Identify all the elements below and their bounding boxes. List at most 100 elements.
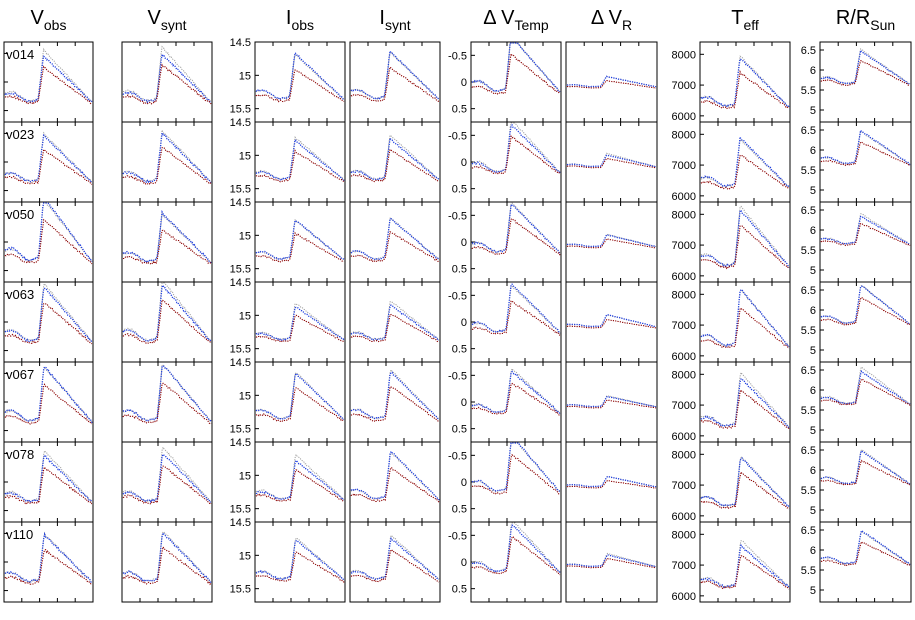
curve-observed bbox=[471, 370, 561, 415]
series-observed bbox=[4, 202, 93, 263]
curve-alternative bbox=[700, 455, 790, 507]
series-model bbox=[820, 222, 911, 247]
series-model bbox=[4, 218, 93, 265]
panel-frame bbox=[565, 441, 658, 523]
curve-observed bbox=[4, 134, 93, 183]
curve-observed bbox=[700, 543, 790, 588]
series-model bbox=[566, 399, 657, 409]
series-observed bbox=[820, 129, 911, 166]
series-observed bbox=[700, 457, 790, 508]
series-observed bbox=[700, 543, 790, 588]
panel-v014-dv_r bbox=[565, 41, 658, 123]
curve-observed bbox=[122, 364, 212, 422]
series-model bbox=[255, 231, 345, 263]
panel-v050-i_synt bbox=[349, 201, 441, 283]
series-model bbox=[350, 548, 440, 583]
series-model bbox=[255, 387, 345, 422]
y-tick-label: -0.5 bbox=[448, 210, 467, 222]
curve-model bbox=[471, 535, 561, 576]
series-model bbox=[122, 63, 212, 105]
panel-v014-i_synt bbox=[349, 41, 441, 123]
y-tick-label: 0 bbox=[461, 477, 467, 489]
curve-alternative bbox=[820, 529, 911, 565]
y-tick-label: 7000 bbox=[672, 560, 696, 572]
series-observed bbox=[255, 138, 345, 181]
series-model bbox=[700, 154, 790, 190]
curve-model bbox=[471, 134, 561, 175]
y-tick-label: 0 bbox=[461, 317, 467, 329]
series-observed bbox=[350, 218, 440, 261]
curve-alternative bbox=[255, 136, 345, 181]
y-tick-label: 5 bbox=[810, 505, 816, 517]
series-model bbox=[472, 453, 561, 496]
curve-model bbox=[122, 545, 212, 586]
y-tick-label: 8000 bbox=[672, 449, 696, 461]
curve-alternative bbox=[566, 233, 657, 248]
y-tick-label: 6000 bbox=[672, 351, 696, 363]
series-model bbox=[471, 134, 561, 175]
series-alternative bbox=[122, 128, 212, 183]
curve-alternative bbox=[820, 449, 911, 485]
series-model bbox=[820, 141, 911, 167]
panel-v067-radius: 5 5.5 6 6.5 bbox=[801, 361, 912, 443]
curve-observed bbox=[122, 52, 211, 104]
series-model bbox=[701, 69, 790, 110]
y-tick-label: 6000 bbox=[672, 271, 696, 283]
curve-model bbox=[567, 80, 657, 89]
curve-model bbox=[4, 383, 93, 425]
y-tick-label: 15 bbox=[239, 70, 251, 82]
panel-frame bbox=[699, 201, 791, 283]
column-title-radius: R/RSun bbox=[836, 7, 895, 33]
series-model bbox=[566, 158, 657, 169]
series-alternative bbox=[4, 282, 93, 343]
y-tick-label: 5 bbox=[810, 185, 816, 197]
curve-model bbox=[255, 387, 345, 422]
y-tick-label: 15.5 bbox=[230, 424, 251, 436]
panel-frame bbox=[819, 521, 912, 603]
panel-frame bbox=[121, 281, 213, 363]
curve-observed bbox=[820, 449, 911, 485]
curve-model bbox=[472, 453, 561, 496]
curve-model bbox=[566, 158, 657, 169]
panel-frame bbox=[699, 361, 791, 443]
panel-v067-i_obs: 14.5 15 15.5 bbox=[230, 357, 346, 443]
column-title-i_obs: Iobs bbox=[286, 7, 314, 33]
series-alternative bbox=[820, 529, 911, 565]
panel-frame bbox=[699, 521, 791, 603]
panel-frame bbox=[121, 521, 213, 603]
series-model bbox=[700, 470, 790, 510]
series-model bbox=[567, 80, 657, 89]
curve-model bbox=[566, 399, 657, 409]
series-model bbox=[255, 469, 345, 502]
curve-model bbox=[820, 60, 911, 87]
curve-model bbox=[700, 225, 790, 270]
series-observed bbox=[471, 123, 561, 174]
series-observed bbox=[820, 529, 911, 566]
curve-alternative bbox=[820, 285, 911, 325]
series-observed bbox=[255, 306, 345, 341]
curve-model bbox=[700, 555, 790, 590]
series-alternative bbox=[566, 152, 657, 167]
series-alternative bbox=[255, 453, 345, 501]
panel-frame bbox=[349, 201, 441, 283]
series-observed bbox=[255, 459, 345, 501]
curve-model bbox=[566, 319, 657, 329]
series-model bbox=[4, 148, 93, 185]
curve-alternative bbox=[350, 217, 440, 261]
y-tick-label: 0.5 bbox=[452, 424, 467, 436]
series-alternative bbox=[255, 302, 345, 341]
series-observed bbox=[255, 219, 345, 261]
row-label-v110: v110 bbox=[6, 527, 33, 542]
curve-alternative bbox=[820, 366, 911, 405]
curve-observed bbox=[255, 459, 345, 501]
panel-frame bbox=[699, 121, 791, 203]
series-observed bbox=[255, 372, 345, 421]
series-alternative bbox=[122, 282, 212, 343]
series-observed bbox=[567, 396, 657, 408]
column-title-v_obs: Vobs bbox=[31, 7, 67, 33]
y-tick-label: 6000 bbox=[672, 111, 696, 123]
panel-frame bbox=[121, 201, 213, 283]
panel-frame bbox=[121, 361, 213, 443]
series-observed bbox=[350, 304, 440, 341]
